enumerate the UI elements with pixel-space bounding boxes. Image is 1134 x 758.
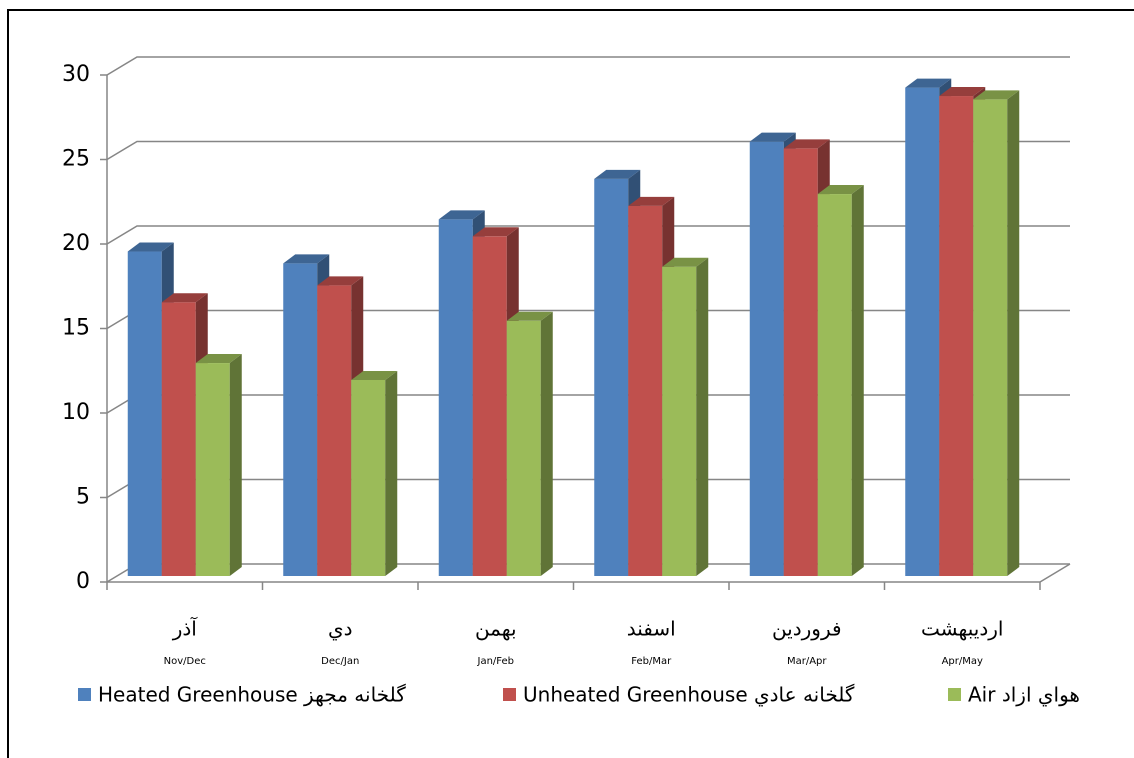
bar	[817, 185, 864, 576]
bar-top	[905, 78, 952, 88]
bar-side	[696, 257, 709, 576]
legend-label: Heated Greenhouse گلخانه مجهز	[98, 683, 406, 707]
bar	[506, 311, 553, 576]
x-tick-sublabel: Mar/Apr	[787, 656, 827, 667]
x-tick-sublabel: Nov/Dec	[164, 656, 206, 667]
bar	[662, 257, 709, 576]
bar-front	[161, 302, 196, 576]
y-tick-label: 20	[62, 231, 90, 256]
bar-top	[195, 354, 242, 364]
bar-front	[506, 320, 541, 576]
bar	[195, 354, 242, 576]
bar-front	[939, 96, 974, 576]
bar-top	[662, 257, 709, 267]
bar-top	[506, 311, 553, 321]
y-tick-label: 5	[76, 485, 90, 510]
legend-label: Unheated Greenhouse گلخانه عادي	[523, 683, 855, 708]
bar-front	[438, 219, 473, 576]
legend-label: Air هواي ازاد	[968, 683, 1080, 708]
bar-side	[540, 311, 553, 576]
bar-side	[385, 370, 398, 576]
x-tick-label: فروردين	[772, 617, 842, 641]
x-tick-sublabel: Apr/May	[942, 656, 983, 667]
bar-front	[195, 363, 230, 576]
bar-front	[905, 87, 940, 576]
bar-front	[351, 379, 386, 576]
bar-top	[351, 370, 398, 380]
bar-top	[749, 132, 796, 142]
x-tick-label: آذر	[172, 616, 199, 641]
bar-top	[817, 185, 864, 195]
y-tick-label: 0	[76, 569, 90, 594]
grid-line	[106, 56, 1070, 76]
bar-top	[594, 169, 641, 179]
bar-front	[973, 99, 1008, 577]
bar-side	[229, 354, 242, 576]
bar-top	[472, 227, 519, 237]
x-tick-sublabel: Dec/Jan	[321, 656, 359, 667]
bar-front	[783, 148, 818, 576]
y-tick-label: 15	[62, 316, 90, 341]
legend-swatch	[78, 688, 91, 701]
legend-swatch	[948, 688, 961, 701]
x-tick-label: دي	[328, 617, 353, 642]
bar-top	[973, 90, 1020, 100]
x-tick-label: بهمن	[475, 617, 517, 641]
bar-front	[628, 205, 663, 576]
legend-swatch	[503, 688, 516, 701]
x-tick-label: ارديبهشت	[921, 617, 1003, 641]
bar-front	[127, 251, 162, 576]
y-tick-label: 10	[62, 400, 90, 425]
bar-front	[749, 141, 784, 577]
bar-top	[939, 87, 986, 97]
bar-front	[472, 236, 507, 576]
y-tick-label: 25	[62, 147, 90, 172]
x-tick-sublabel: Jan/Feb	[477, 656, 515, 667]
bar-top	[127, 242, 174, 252]
bar-side	[851, 185, 864, 576]
x-tick-sublabel: Feb/Mar	[631, 656, 672, 667]
bar-top	[161, 293, 208, 303]
frame	[7, 9, 1134, 758]
y-tick-label: 30	[62, 62, 90, 87]
bar-front	[317, 285, 352, 576]
bar-top	[438, 210, 485, 220]
bar-front	[594, 178, 629, 576]
bar	[973, 90, 1020, 577]
bar-top	[628, 196, 675, 206]
bar-front	[283, 263, 318, 576]
x-tick-label: اسفند	[627, 617, 676, 641]
bar-top	[283, 254, 330, 264]
bar-top	[783, 139, 830, 149]
bar-front	[817, 194, 852, 576]
bar-top	[317, 276, 364, 286]
bar	[351, 370, 398, 576]
bar-side	[1007, 90, 1020, 577]
bar-front	[662, 266, 697, 576]
